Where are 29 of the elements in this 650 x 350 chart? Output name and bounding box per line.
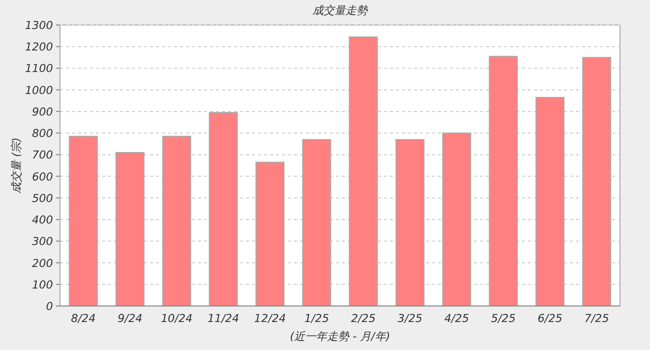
x-tick-label: 9/24 (118, 312, 142, 325)
y-tick-label: 700 (32, 148, 53, 162)
y-tick-label: 900 (32, 105, 53, 118)
x-tick-label: 5/25 (490, 312, 516, 325)
y-tick-label: 500 (32, 192, 53, 205)
x-tick-label: 1/25 (304, 312, 330, 325)
y-tick-label: 1100 (25, 62, 53, 76)
y-tick-label: 0 (46, 300, 53, 313)
x-tick-label: 2/25 (350, 312, 376, 325)
x-tick-label: 8/24 (70, 312, 96, 325)
y-tick-label: 200 (32, 256, 53, 270)
y-tick-label: 800 (32, 127, 53, 140)
x-tick-label: 6/25 (538, 312, 562, 325)
x-tick-label: 4/25 (444, 312, 470, 325)
x-tick-label: 7/25 (584, 312, 610, 325)
x-tick-label: 11/24 (207, 312, 240, 325)
y-tick-label: 1300 (25, 19, 53, 32)
x-axis-title: (近一年走勢 - 月/年) (290, 330, 390, 343)
x-tick-label: 3/25 (398, 312, 422, 325)
x-tick-label: 10/24 (160, 312, 193, 325)
y-axis-title: 成交量 (宗) (10, 137, 23, 194)
y-tick-label: 400 (32, 214, 53, 227)
y-tick-label: 600 (32, 170, 53, 184)
y-tick-label: 1200 (25, 40, 53, 54)
chart-title: 成交量走勢 (312, 4, 368, 17)
x-tick-label: 12/24 (254, 312, 286, 325)
y-tick-label: 100 (32, 278, 53, 292)
y-tick-label: 1000 (25, 84, 53, 97)
y-tick-label: 300 (32, 235, 53, 248)
